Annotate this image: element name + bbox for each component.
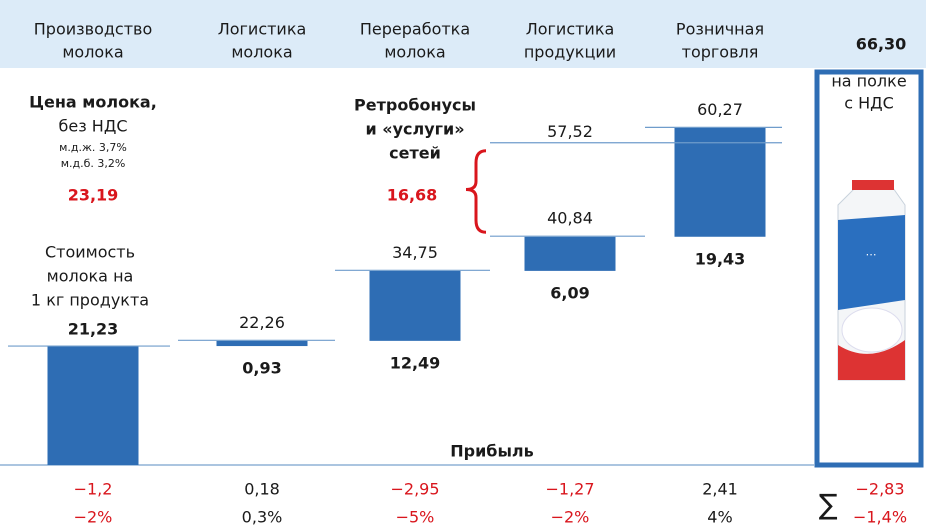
sum-pct: −1,4% bbox=[853, 508, 907, 525]
column-header: Розничная bbox=[676, 20, 764, 39]
bar bbox=[47, 346, 139, 465]
milk-price-label: без НДС bbox=[58, 117, 127, 136]
profit-pct: −2% bbox=[74, 508, 113, 525]
profit-pct: −2% bbox=[551, 508, 590, 525]
profit-pct: 0,3% bbox=[242, 508, 283, 525]
bar bbox=[216, 340, 308, 347]
product-image: ⋯ bbox=[837, 180, 906, 381]
cost-label: 1 кг продукта bbox=[31, 291, 149, 310]
value-label: 19,43 bbox=[695, 249, 746, 268]
milk-price-label: Цена молока, bbox=[29, 93, 157, 112]
column-header: Логистика bbox=[218, 20, 307, 39]
column-header: Переработка bbox=[360, 20, 470, 39]
column-header: продукции bbox=[524, 43, 616, 62]
column-header: молока bbox=[62, 43, 123, 62]
profit-label: Прибыль bbox=[450, 442, 534, 461]
milk-note: м.д.б. 3,2% bbox=[61, 157, 126, 170]
value-label: 0,93 bbox=[242, 359, 281, 378]
retro-total-label: 57,52 bbox=[547, 122, 593, 141]
total-label: 40,84 bbox=[547, 209, 593, 228]
value-label: 21,23 bbox=[68, 320, 119, 339]
cost-label: Стоимость bbox=[45, 243, 135, 262]
profit-rub: 2,41 bbox=[702, 480, 738, 499]
total-label: 34,75 bbox=[392, 243, 438, 262]
total-label: 60,27 bbox=[697, 100, 743, 119]
retro-value: 16,68 bbox=[387, 186, 438, 205]
sum-symbol: ∑ bbox=[819, 488, 838, 521]
shelf-label: на полке bbox=[831, 72, 906, 91]
retro-label: и «услуги» bbox=[365, 120, 464, 139]
column-header: Логистика bbox=[526, 20, 615, 39]
profit-rub: −2,95 bbox=[390, 480, 439, 499]
profit-pct: 4% bbox=[707, 508, 732, 525]
column-header: Производство bbox=[34, 20, 153, 39]
sum-rub: −2,83 bbox=[855, 480, 904, 499]
total-label: 22,26 bbox=[239, 313, 285, 332]
background bbox=[0, 68, 926, 525]
shelf-box bbox=[814, 69, 924, 468]
shelf-label: с НДС bbox=[844, 94, 894, 113]
cost-label: молока на bbox=[47, 267, 134, 286]
value-label: 12,49 bbox=[390, 353, 441, 372]
bar bbox=[369, 270, 461, 341]
milk-price: 23,19 bbox=[68, 186, 119, 205]
column-header: молока bbox=[231, 43, 292, 62]
profit-rub: −1,27 bbox=[545, 480, 594, 499]
profit-pct: −5% bbox=[396, 508, 435, 525]
brand: ⋯ bbox=[866, 248, 877, 261]
bar bbox=[674, 127, 766, 237]
header-band bbox=[0, 0, 926, 68]
retro-bracket bbox=[465, 149, 487, 234]
milk-note: м.д.ж. 3,7% bbox=[59, 141, 127, 154]
profit-rub: 0,18 bbox=[244, 480, 280, 499]
column-header: молока bbox=[384, 43, 445, 62]
value-label: 6,09 bbox=[550, 283, 589, 302]
column-header: торговля bbox=[682, 43, 759, 62]
profit-rub: −1,2 bbox=[74, 480, 113, 499]
retro-label: Ретробонусы bbox=[354, 96, 476, 115]
shelf-price: 66,30 bbox=[856, 35, 907, 54]
retro-label: сетей bbox=[389, 144, 441, 163]
bar bbox=[524, 236, 616, 271]
